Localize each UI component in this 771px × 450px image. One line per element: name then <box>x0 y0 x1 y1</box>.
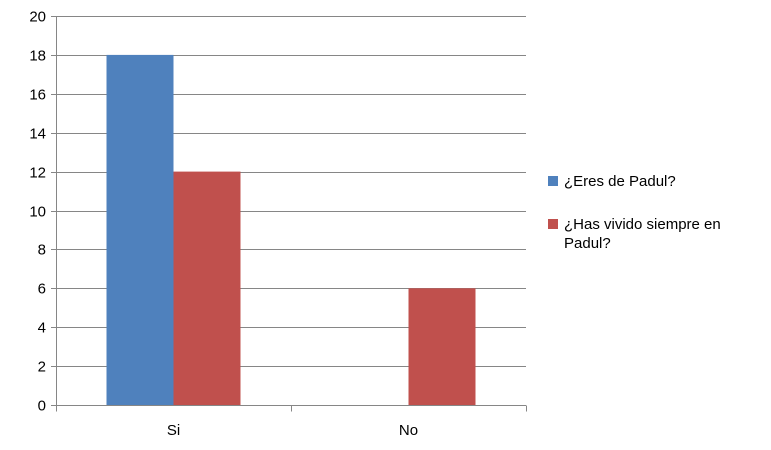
bar-no-series-2 <box>408 288 476 405</box>
legend-item-has-vivido-siempre: ¿Has vivido siempre en Padul? <box>548 215 763 253</box>
bar-si-series-1 <box>106 54 174 406</box>
legend-label-series-1: ¿Eres de Padul? <box>564 173 676 190</box>
y-tick-label: 4 <box>38 320 46 337</box>
legend-item-eres-de-padul: ¿Eres de Padul? <box>548 172 763 191</box>
x-tick-label: Si <box>167 422 180 439</box>
y-tick-label: 10 <box>29 204 46 221</box>
y-tick-label: 8 <box>38 242 46 259</box>
legend-swatch-series-1 <box>548 176 558 186</box>
bar-si-series-2 <box>173 171 241 405</box>
y-tick-label: 20 <box>29 9 46 26</box>
y-tick-label: 6 <box>38 281 46 298</box>
legend: ¿Eres de Padul? ¿Has vivido siempre en P… <box>548 172 763 277</box>
y-tick-label: 16 <box>29 87 46 104</box>
y-tick-label: 12 <box>29 165 46 182</box>
x-tick-label: No <box>399 422 418 439</box>
legend-swatch-series-2 <box>548 219 558 229</box>
y-tick-label: 18 <box>29 48 46 65</box>
y-tick-label: 14 <box>29 126 46 143</box>
y-tick-label: 2 <box>38 359 46 376</box>
tick-labels: 0 2 4 6 8 10 12 14 16 18 20 Si No <box>29 9 418 440</box>
legend-label-series-2: ¿Has vivido siempre en Padul? <box>564 216 721 252</box>
bars <box>106 54 476 406</box>
y-tick-label: 0 <box>38 398 46 415</box>
axes <box>51 16 527 412</box>
